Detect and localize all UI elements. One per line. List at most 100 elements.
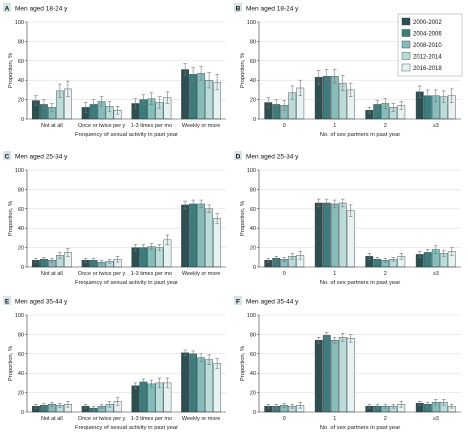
- x-tick-label: Not at all: [41, 416, 63, 422]
- y-tick-label: 80: [250, 332, 256, 338]
- bar: [314, 340, 323, 413]
- legend: 2000-2002 2004-2006 2008-2010 2012-2014 2016…: [397, 13, 463, 77]
- x-tick-label: 1-3 times per mo: [131, 271, 172, 277]
- bar: [338, 337, 347, 413]
- panel-title: Men aged 25-34 y: [246, 153, 299, 160]
- panel-d: D Men aged 25-34 y020406080100Proportion,…: [234, 151, 461, 286]
- bar: [205, 208, 214, 268]
- y-tick-label: 20: [18, 391, 24, 397]
- x-tick-label: 1-3 times per mo: [131, 416, 172, 422]
- x-tick-label: Not at all: [41, 123, 63, 129]
- x-axis-label: Frequency of sexual activity in past yea…: [75, 425, 178, 431]
- panel-title: Men aged 18-24 y: [15, 5, 68, 12]
- bar: [205, 359, 214, 413]
- bar: [346, 210, 355, 268]
- y-tick-label: 60: [18, 59, 24, 65]
- panel-a: A Men aged 18-24 y 0 20 40 60 80 100 Proportion,…: [3, 3, 226, 138]
- x-tick-label: ≥3: [433, 271, 439, 277]
- x-axis-label: No. of sex partners in past year: [320, 280, 401, 286]
- y-tick-label: 0: [253, 117, 256, 123]
- x-tick-label: Weekly or more: [182, 416, 220, 422]
- y-tick-label: 100: [247, 20, 256, 26]
- panel-title: Men aged 35-44 y: [246, 298, 299, 305]
- x-tick-label: ≥3: [433, 123, 439, 129]
- panel-letter-badge: [3, 151, 11, 160]
- panel-title: Men aged 25-34 y: [15, 153, 68, 160]
- x-tick-label: Not at all: [41, 271, 63, 277]
- y-tick-label: 100: [15, 313, 24, 319]
- x-tick-label: ≥3: [433, 416, 439, 422]
- y-axis-label: Proportion, %: [240, 346, 246, 381]
- y-axis-label: Proportion, %: [240, 53, 246, 88]
- x-tick-label: 0: [283, 271, 286, 277]
- bar: [131, 385, 140, 413]
- panel-b: B Men aged 18-24 y020406080100Proportion,…: [234, 3, 461, 138]
- legend-swatch: [401, 29, 411, 37]
- y-tick-label: 100: [247, 313, 256, 319]
- x-tick-label: Once or twice per y: [78, 123, 126, 129]
- y-tick-label: 60: [18, 352, 24, 358]
- bar: [189, 203, 198, 268]
- x-tick-label: 1: [333, 271, 336, 277]
- panel-title: Men aged 35-44 y: [15, 298, 68, 305]
- x-axis-label: Frequency of sexual activity in past yea…: [75, 132, 178, 138]
- panel-letter-badge: [3, 296, 11, 305]
- panel-letter-badge: [234, 296, 242, 305]
- y-tick-label: 80: [18, 39, 24, 45]
- bar: [197, 357, 206, 413]
- bar: [314, 202, 323, 268]
- x-axis-label: No. of sex partners in past year: [320, 132, 401, 138]
- y-tick-label: 20: [18, 246, 24, 252]
- bar: [181, 204, 190, 268]
- x-tick-label: 1: [333, 416, 336, 422]
- bar: [181, 352, 190, 413]
- x-axis-label: No. of sex partners in past year: [320, 425, 401, 431]
- bar: [213, 218, 222, 268]
- legend-swatch: [401, 17, 411, 26]
- y-axis-label: Proportion, %: [8, 53, 14, 88]
- x-axis-label: Frequency of sexual activity in past yea…: [75, 280, 178, 286]
- y-tick-label: 80: [250, 39, 256, 45]
- y-tick-label: 100: [15, 168, 24, 174]
- bar: [147, 383, 156, 413]
- y-tick-label: 100: [15, 20, 24, 26]
- x-tick-label: 1-3 times per mo: [131, 123, 172, 129]
- y-tick-label: 0: [253, 410, 256, 416]
- legend-swatch: [401, 40, 411, 49]
- panel-letter: E: [5, 298, 10, 305]
- bar: [189, 353, 198, 413]
- bar: [213, 363, 222, 413]
- legend-entry: 2004-2006: [413, 32, 442, 38]
- panel-letter: B: [236, 5, 241, 12]
- x-tick-label: Weekly or more: [182, 271, 220, 277]
- panel-letter-badge: [234, 3, 242, 12]
- x-tick-label: Once or twice per y: [78, 271, 126, 277]
- y-tick-label: 40: [250, 78, 256, 84]
- x-tick-label: Weekly or more: [182, 123, 220, 129]
- y-tick-label: 60: [250, 59, 256, 65]
- y-tick-label: 20: [18, 98, 24, 104]
- y-tick-label: 40: [250, 371, 256, 377]
- y-tick-label: 0: [21, 410, 24, 416]
- panel-e: E Men aged 35-44 y 0 20 40 60 80 100 Proportion,…: [3, 296, 226, 431]
- y-tick-label: 40: [250, 226, 256, 232]
- x-tick-label: 2: [384, 271, 387, 277]
- panel-f: F Men aged 35-44 y020406080100Proportion,…: [234, 296, 461, 431]
- y-tick-label: 80: [250, 187, 256, 193]
- y-tick-label: 100: [247, 168, 256, 174]
- bar: [330, 340, 339, 413]
- legend-swatch: [401, 63, 411, 72]
- x-tick-label: 2: [384, 416, 387, 422]
- x-tick-label: 0: [283, 123, 286, 129]
- legend-entry: 2016-2018: [413, 66, 442, 72]
- panel-title: Men aged 18-24 y: [246, 5, 299, 12]
- panel-letter-badge: [3, 3, 11, 12]
- y-tick-label: 0: [21, 265, 24, 271]
- y-tick-label: 60: [250, 352, 256, 358]
- y-tick-label: 60: [250, 207, 256, 213]
- panel-letter-badge: [234, 151, 242, 160]
- bar: [346, 338, 355, 413]
- bar: [338, 202, 347, 268]
- bar: [322, 202, 331, 268]
